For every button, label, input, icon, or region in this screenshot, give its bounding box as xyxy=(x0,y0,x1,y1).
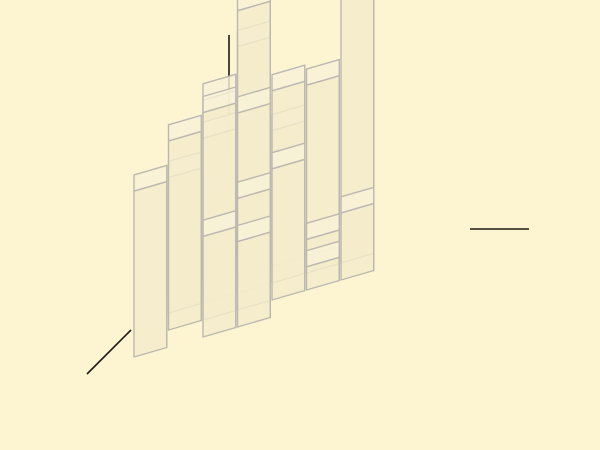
bar-2-0 xyxy=(202,209,237,338)
bar-face-top xyxy=(305,213,340,241)
bar-face-top xyxy=(236,215,271,243)
bar-face-front xyxy=(167,130,203,331)
bar-0-0 xyxy=(133,164,168,358)
bar-face-top xyxy=(202,209,237,238)
bar-face-top xyxy=(340,186,375,214)
bar-face-front xyxy=(202,226,237,338)
bar-3-0 xyxy=(236,215,271,328)
bar-face-top xyxy=(167,114,203,142)
bar-face-top xyxy=(236,171,271,200)
y-axis-line xyxy=(86,329,132,375)
bar-face-top xyxy=(305,58,340,86)
bar-face-top xyxy=(236,86,271,114)
bar-5-1 xyxy=(305,240,340,291)
bar-face-front xyxy=(340,202,375,281)
bar-1-1 xyxy=(167,114,203,331)
bar-face-front xyxy=(236,231,271,328)
bar-face-top xyxy=(305,240,340,268)
bar-face-front xyxy=(133,180,168,358)
bars-group xyxy=(133,0,375,358)
bar-face-front xyxy=(271,158,306,301)
bar-5-3 xyxy=(305,58,340,257)
bar-face-top xyxy=(236,0,271,12)
bar-face-top xyxy=(271,64,306,92)
bar-face-top xyxy=(202,86,237,114)
bar-face-top xyxy=(271,142,306,170)
bar-face-top xyxy=(133,164,168,192)
bar-6-1 xyxy=(340,186,375,281)
bar-4-1 xyxy=(271,142,306,301)
